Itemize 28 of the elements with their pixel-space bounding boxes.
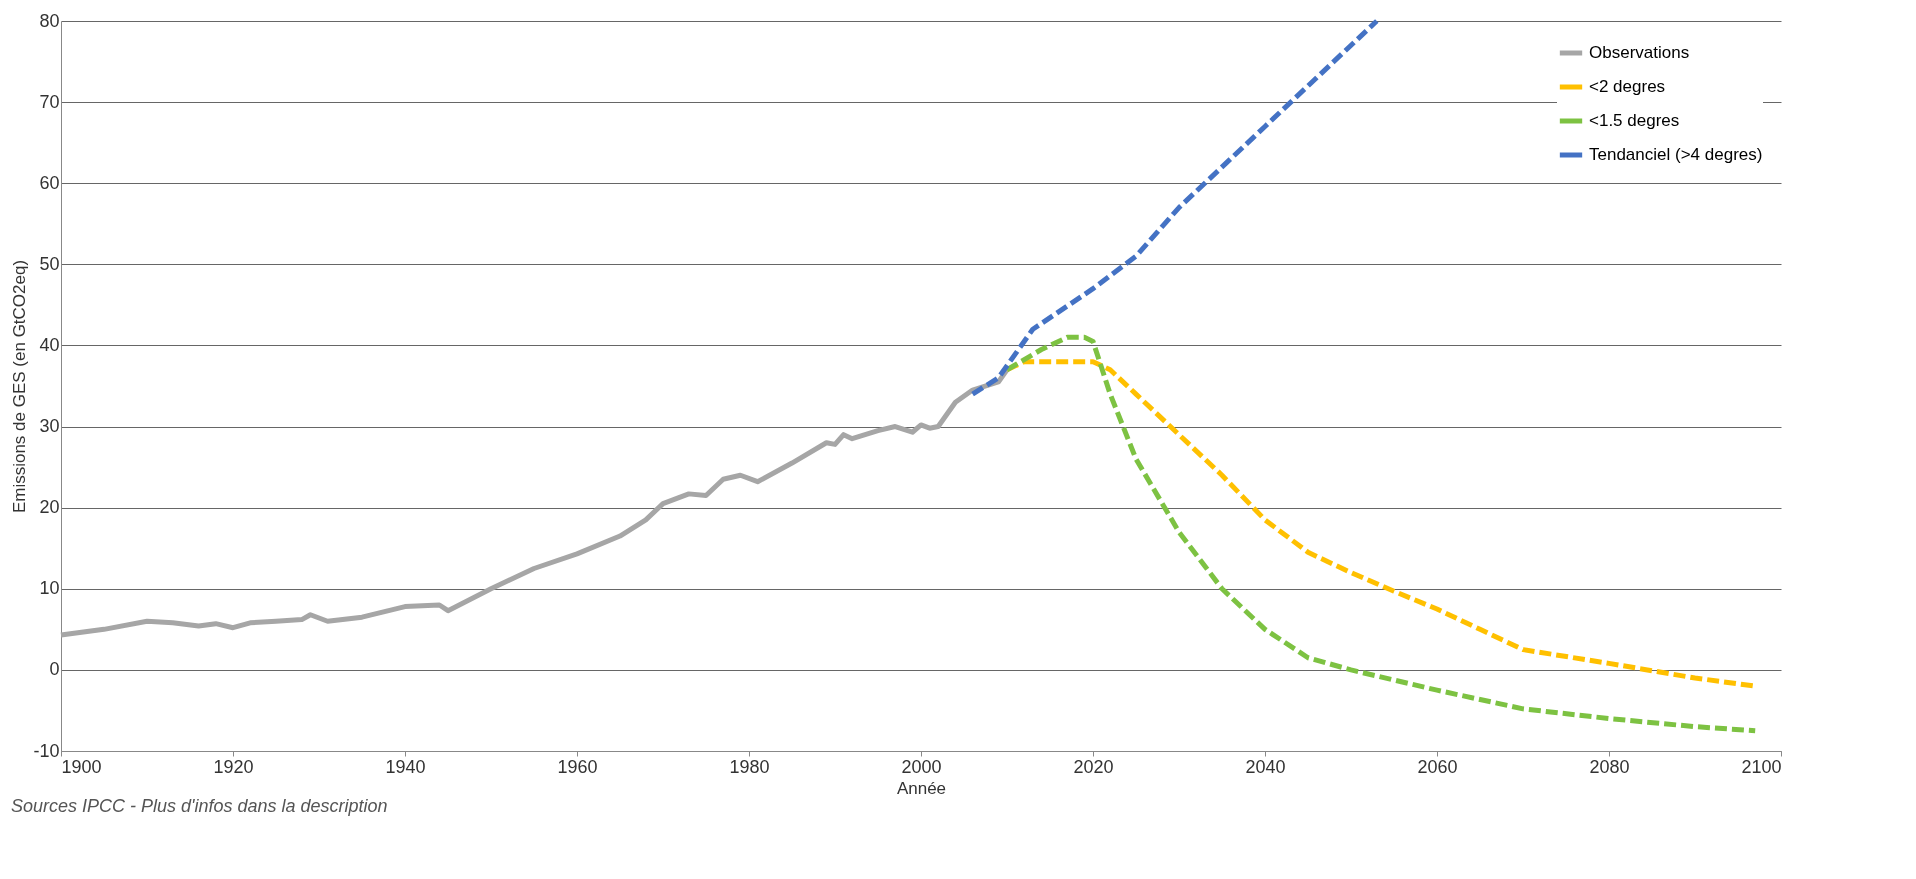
y-tick-label: 20 <box>39 497 60 518</box>
x-tick-label: 1920 <box>213 756 254 777</box>
source-note: Sources IPCC - Plus d'infos dans la description <box>10 796 388 816</box>
x-tick-label: 2020 <box>1073 756 1114 777</box>
legend-label: <2 degres <box>1589 77 1666 96</box>
x-tick-label: 2080 <box>1589 756 1630 777</box>
x-tick-label: 1960 <box>557 756 598 777</box>
y-tick-label: 60 <box>39 172 60 193</box>
y-tick-label: 70 <box>39 91 60 112</box>
x-tick-label: 2000 <box>901 756 942 777</box>
x-tick-label: 1900 <box>61 756 102 777</box>
x-tick-label: 1980 <box>729 756 770 777</box>
legend-label: Tendanciel (>4 degres) <box>1589 145 1763 164</box>
x-tick-label: 1940 <box>385 756 426 777</box>
x-tick-label: 2100 <box>1741 756 1782 777</box>
y-tick-label: 10 <box>39 578 60 599</box>
y-axis-title: Emissions de GES (en GtCO2eq) <box>10 259 30 514</box>
x-tick-label: 2040 <box>1245 756 1286 777</box>
legend-label: Observations <box>1589 43 1690 62</box>
y-tick-label: 50 <box>39 253 60 274</box>
y-tick-label: 80 <box>39 10 60 31</box>
y-tick-label: 30 <box>39 416 60 437</box>
legend-label: <1.5 degres <box>1589 111 1680 130</box>
y-tick-label: 0 <box>49 659 60 680</box>
y-tick-label: 40 <box>39 334 60 355</box>
x-tick-label: 2060 <box>1417 756 1458 777</box>
x-axis-title: Année <box>896 778 947 798</box>
y-tick-label: -10 <box>33 740 60 761</box>
